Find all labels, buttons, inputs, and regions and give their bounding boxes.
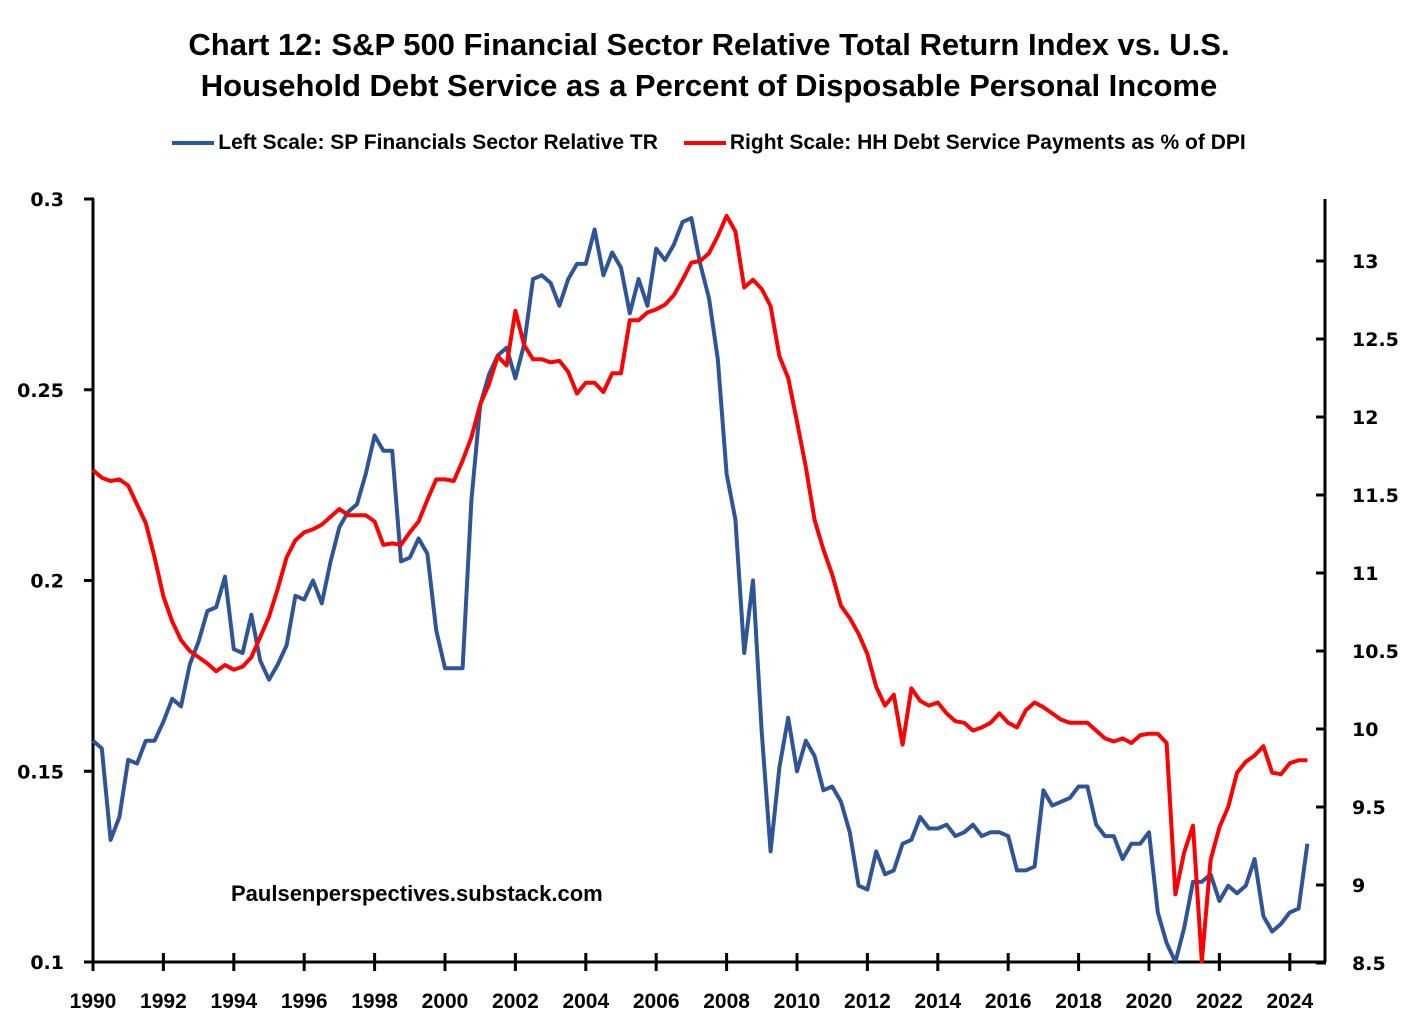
right-tick-label: 12 xyxy=(1352,407,1378,429)
chart-title-line-1: Chart 12: S&P 500 Financial Sector Relat… xyxy=(188,27,1230,62)
x-tick-label: 2014 xyxy=(914,990,961,1013)
legend-item-right-series: Right Scale: HH Debt Service Payments as… xyxy=(683,131,1246,155)
x-tick-label: 2024 xyxy=(1266,990,1313,1013)
x-tick-label: 1998 xyxy=(351,990,398,1013)
right-tick-label: 10 xyxy=(1352,719,1378,741)
x-tick-label: 2020 xyxy=(1126,990,1173,1013)
x-tick-label: 2000 xyxy=(422,990,469,1013)
x-tick-label: 2012 xyxy=(844,990,891,1013)
x-tick-label: 1996 xyxy=(281,990,328,1013)
left-tick-label: 0.2 xyxy=(30,571,64,593)
right-tick-label: 11 xyxy=(1352,563,1378,585)
legend-label-left-series: Left Scale: SP Financials Sector Relativ… xyxy=(218,131,658,154)
x-tick-label: 1992 xyxy=(140,990,187,1013)
chart-title-line-2: Household Debt Service as a Percent of D… xyxy=(200,68,1218,103)
legend-item-left-series: Left Scale: SP Financials Sector Relativ… xyxy=(172,131,658,155)
series-line-financials-relative-tr xyxy=(91,216,1310,964)
right-tick-label: 12.5 xyxy=(1352,329,1399,351)
series-line-hh-debt-service xyxy=(91,213,1308,964)
x-tick-label: 2022 xyxy=(1196,990,1243,1013)
right-tick-label: 9 xyxy=(1352,875,1365,897)
right-tick-label: 9.5 xyxy=(1352,797,1386,819)
left-tick-label: 0.25 xyxy=(17,380,64,402)
legend-swatch-blue xyxy=(172,141,215,145)
x-tick-label: 1994 xyxy=(210,990,257,1013)
left-tick-label: 0.1 xyxy=(30,952,64,974)
x-tick-label: 2004 xyxy=(562,990,609,1013)
x-tick-label: 2010 xyxy=(774,990,821,1013)
right-tick-label: 10.5 xyxy=(1352,641,1399,663)
chart-title: Chart 12: S&P 500 Financial Sector Relat… xyxy=(0,24,1418,106)
right-tick-label: 13 xyxy=(1352,251,1378,273)
left-tick-label: 0.3 xyxy=(30,189,64,211)
legend: Left Scale: SP Financials Sector Relativ… xyxy=(0,131,1418,155)
right-tick-label: 8.5 xyxy=(1352,953,1386,975)
x-tick-label: 2002 xyxy=(492,990,539,1013)
x-tick-label: 2008 xyxy=(703,990,750,1013)
x-tick-label: 2018 xyxy=(1055,990,1102,1013)
x-tick-label: 2016 xyxy=(985,990,1032,1013)
left-tick-label: 0.15 xyxy=(17,761,64,783)
x-tick-label: 2006 xyxy=(633,990,680,1013)
right-tick-label: 11.5 xyxy=(1352,485,1399,507)
x-tick-label: 1990 xyxy=(70,990,117,1013)
legend-label-right-series: Right Scale: HH Debt Service Payments as… xyxy=(729,131,1246,154)
source-annotation: Paulsenperspectives.substack.com xyxy=(231,881,603,906)
legend-swatch-red xyxy=(683,141,726,145)
